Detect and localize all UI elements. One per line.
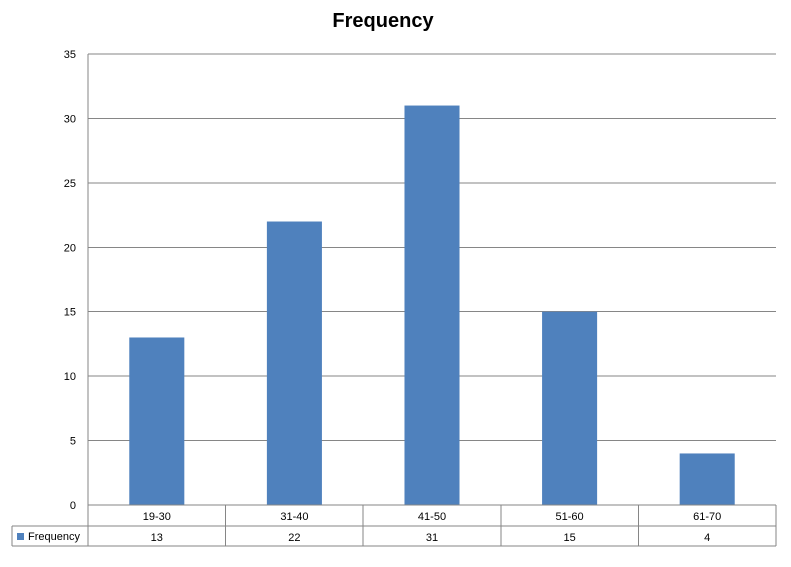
bar-61-70 [679, 453, 735, 505]
data-label: 22 [288, 532, 300, 544]
bar-51-60 [542, 311, 598, 505]
bar-31-40 [266, 221, 322, 505]
y-tick-label: 20 [64, 242, 76, 254]
bar-41-50 [404, 105, 460, 506]
y-tick-label: 0 [70, 500, 76, 512]
y-tick-label: 30 [64, 113, 76, 125]
axes: 0 5 10 15 20 25 30 35 [64, 49, 777, 546]
legend-swatch [17, 533, 24, 540]
y-tick-label: 15 [64, 307, 76, 319]
x-tick-label: 41-50 [418, 511, 446, 523]
bar-19-30 [129, 337, 185, 505]
data-table: 19-30 13 31-40 22 41-50 31 51-60 15 61-70 4 Freque… [11, 504, 776, 547]
x-tick-label: 61-70 [693, 511, 721, 523]
data-label: 15 [563, 532, 575, 544]
y-tick-label: 25 [64, 178, 76, 190]
x-tick-label: 31-40 [280, 511, 308, 523]
x-tick-label: 51-60 [556, 511, 584, 523]
bars [129, 105, 735, 506]
y-tick-label: 5 [70, 436, 76, 448]
chart-title: Frequency [332, 10, 434, 32]
y-tick-label: 35 [64, 49, 76, 61]
legend-label: Frequency [28, 531, 80, 543]
x-tick-label: 19-30 [143, 511, 171, 523]
data-label: 31 [426, 532, 438, 544]
data-label: 4 [704, 532, 710, 544]
data-label: 13 [151, 532, 163, 544]
y-tick-label: 10 [64, 371, 76, 383]
